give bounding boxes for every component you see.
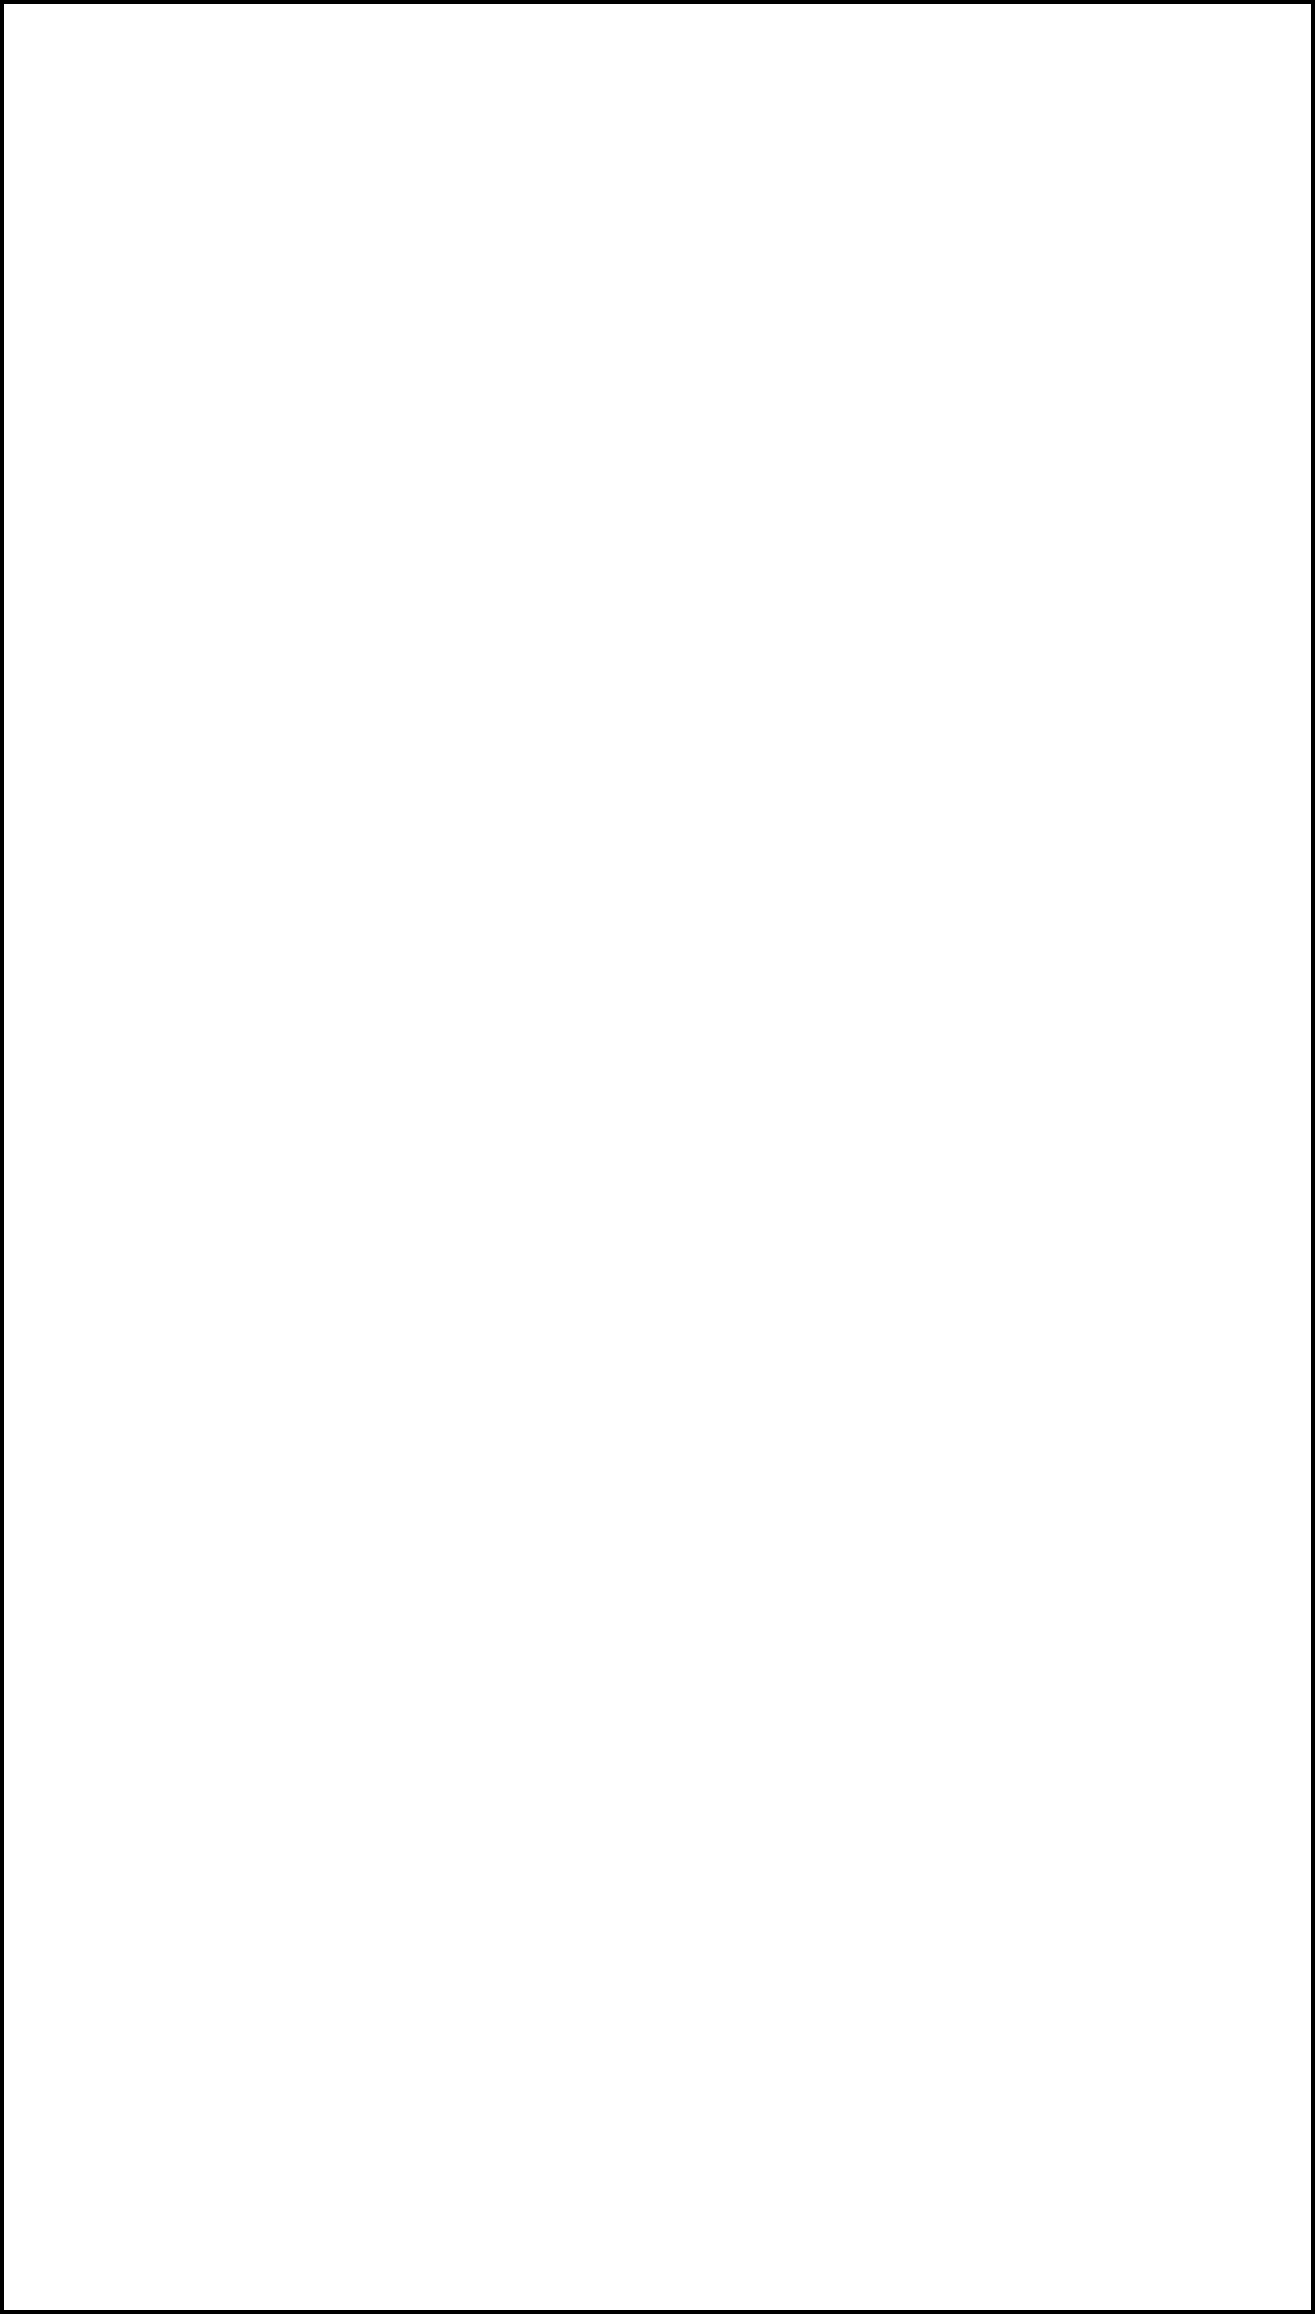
legend	[44, 34, 324, 40]
flowchart-canvas	[0, 0, 1315, 2314]
edges-layer	[4, 4, 304, 154]
